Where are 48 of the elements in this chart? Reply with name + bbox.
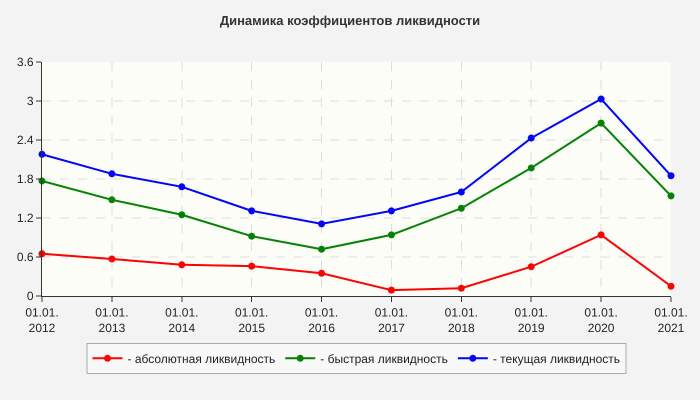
point xyxy=(248,262,256,270)
x-tick-label: 01.01. 2019 xyxy=(514,305,548,335)
x-tick-label: 01.01. 2013 xyxy=(95,305,129,335)
point xyxy=(458,204,465,212)
x-tick-label: 01.01. 2020 xyxy=(584,305,618,335)
point xyxy=(528,164,535,172)
point xyxy=(318,220,326,228)
point xyxy=(318,270,326,277)
point xyxy=(458,284,465,292)
point xyxy=(108,255,116,262)
point xyxy=(108,196,116,204)
legend-label: - быстрая ликвидность xyxy=(320,352,448,366)
point xyxy=(318,246,326,253)
x-tick-label: 01.01. 2017 xyxy=(374,305,408,335)
point xyxy=(528,134,535,142)
point xyxy=(598,120,605,127)
point xyxy=(668,192,674,200)
x-tick-label: 01.01. 2018 xyxy=(444,305,478,335)
x-tick-label: 01.01. 2014 xyxy=(165,305,198,335)
point xyxy=(178,261,186,268)
point xyxy=(668,172,674,180)
point xyxy=(598,96,605,103)
y-tick-label: 0 xyxy=(26,289,34,304)
point xyxy=(458,188,465,196)
point xyxy=(108,170,116,178)
x-tick-label: 01.01. 2012 xyxy=(25,305,59,335)
y-tick-label: 1.8 xyxy=(16,172,34,186)
point xyxy=(248,232,256,240)
x-tick-label: 01.01. 2015 xyxy=(234,305,268,335)
point xyxy=(388,207,395,214)
x-tick-label: 01.01. 2016 xyxy=(304,305,338,335)
y-tick-label: 2.4 xyxy=(16,133,34,148)
x-tick-label: 01.01. 2021 xyxy=(654,305,688,335)
point xyxy=(178,211,186,218)
point xyxy=(248,207,256,214)
point xyxy=(528,263,535,270)
point xyxy=(598,231,605,238)
y-tick-label: 0.6 xyxy=(16,250,34,264)
y-tick-label: 3.6 xyxy=(16,55,34,70)
point xyxy=(388,286,395,294)
point xyxy=(668,282,674,290)
chart-title: Динамика коэффициентов ликвидности xyxy=(220,13,480,28)
legend-label: - текущая ликвидность xyxy=(492,352,620,366)
legend-label: - абсолютная ликвидность xyxy=(128,352,276,366)
y-tick-label: 3 xyxy=(26,94,34,108)
point xyxy=(388,231,395,238)
y-tick-label: 1.2 xyxy=(16,211,34,226)
point xyxy=(178,183,186,190)
